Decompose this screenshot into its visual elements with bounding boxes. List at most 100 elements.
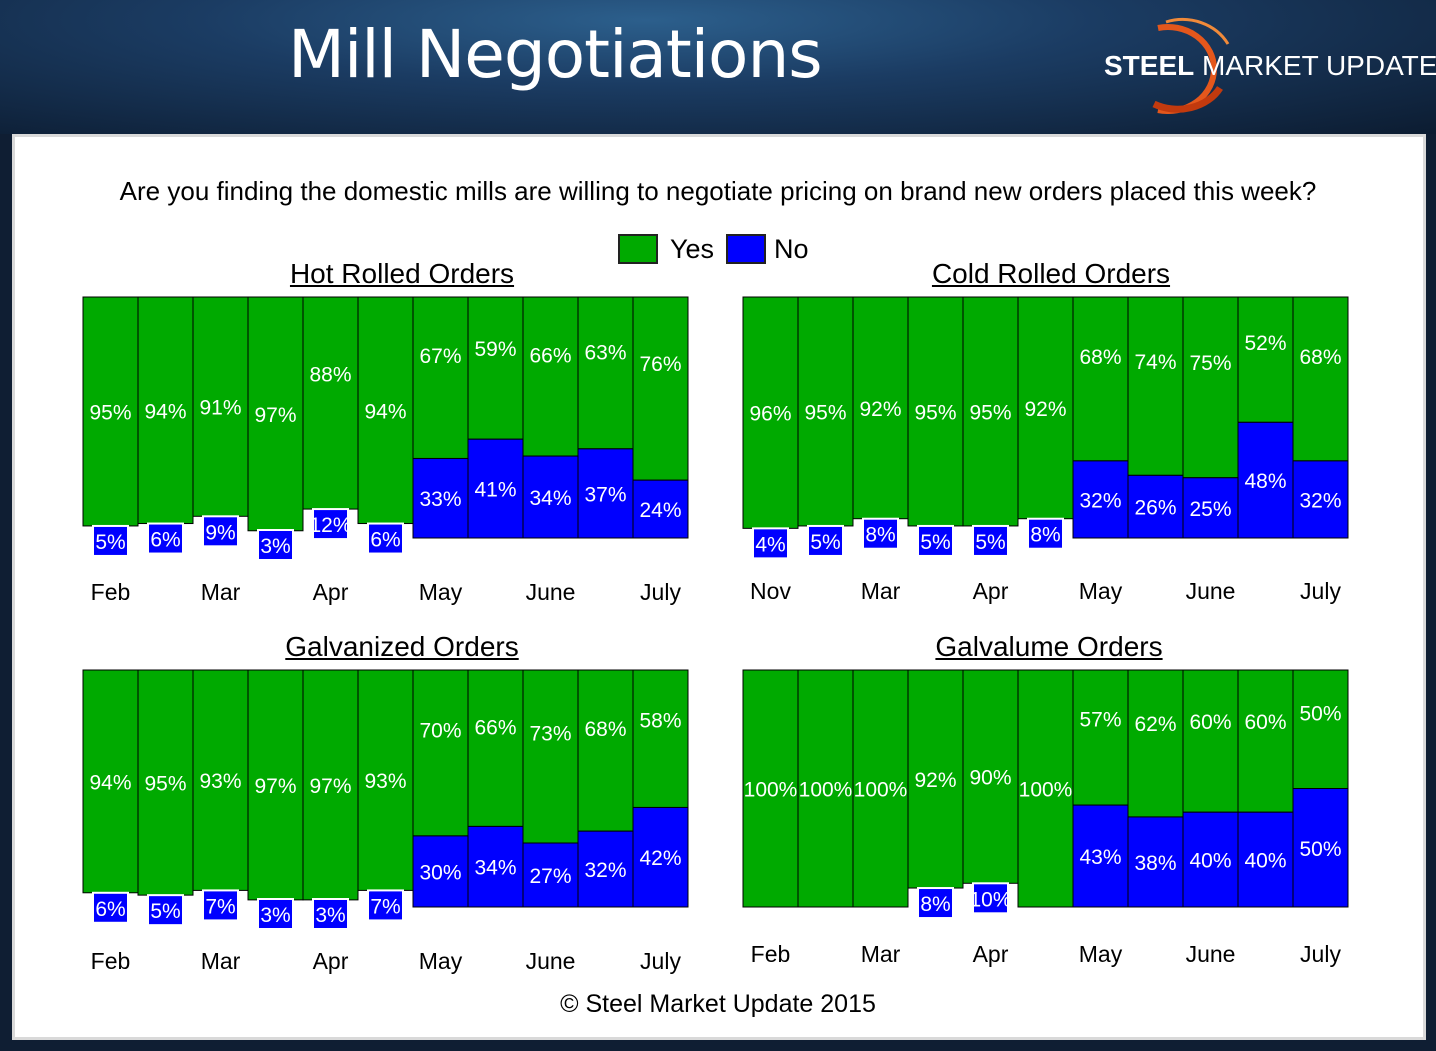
bar-yes: [192, 669, 249, 891]
bar-yes: [1127, 669, 1184, 818]
tick-label: May: [1079, 941, 1123, 967]
data-label-yes: 68%: [1079, 346, 1121, 369]
legend-yes-label: Yes: [670, 234, 715, 264]
data-label-yes: 97%: [254, 404, 296, 427]
bar-no: [92, 891, 129, 924]
tick-label: Apr: [313, 948, 349, 974]
data-label-yes: 63%: [584, 342, 626, 365]
chart-title-hot-rolled: Hot Rolled Orders: [289, 258, 515, 289]
data-label-no: 30%: [419, 861, 461, 884]
bar-no: [1182, 811, 1239, 908]
bar-no: [522, 455, 579, 539]
logo: STEEL MARKET UPDATE: [1096, 14, 1436, 114]
tick-label: Feb: [91, 579, 131, 605]
data-label-no: 4%: [755, 533, 785, 556]
bar-no: [1292, 788, 1349, 908]
data-label-no: 32%: [1079, 489, 1121, 512]
tick-label: Apr: [313, 579, 349, 605]
bar-yes: [962, 669, 1019, 884]
bar-yes: [1182, 296, 1239, 479]
data-label-no: 12%: [309, 514, 351, 537]
bar-no: [972, 524, 1009, 557]
data-label-no: 42%: [639, 847, 681, 870]
data-label-yes: 92%: [1024, 398, 1066, 421]
bar-no: [917, 887, 954, 920]
bar-yes: [1072, 296, 1129, 462]
survey-question: Are you finding the domestic mills are w…: [119, 176, 1317, 206]
data-label-no: 7%: [205, 895, 235, 918]
data-label-no: 8%: [1030, 524, 1060, 547]
bar-no: [1292, 460, 1349, 539]
tick-label: Mar: [201, 948, 241, 974]
data-label-no: 41%: [474, 479, 516, 502]
bar-yes: [742, 669, 799, 908]
data-label-no: 37%: [584, 483, 626, 506]
bar-yes: [577, 669, 634, 832]
bar-yes: [357, 669, 414, 891]
tick-label: Feb: [751, 941, 791, 967]
data-label-yes: 73%: [529, 722, 571, 745]
bar-yes: [1292, 669, 1349, 789]
bar-yes: [357, 296, 414, 525]
data-label-yes: 57%: [1079, 709, 1121, 732]
data-label-no: 10%: [969, 888, 1011, 911]
data-label-yes: 92%: [914, 769, 956, 792]
tick-label: June: [526, 579, 576, 605]
data-label-no: 3%: [260, 535, 290, 558]
data-label-no: 40%: [1189, 850, 1231, 873]
bar-no: [1072, 460, 1129, 539]
logo-swoosh-icon: [1152, 17, 1230, 114]
data-label-yes: 60%: [1189, 711, 1231, 734]
data-label-yes: 58%: [639, 709, 681, 732]
data-label-yes: 95%: [89, 401, 131, 424]
data-label-yes: 94%: [364, 400, 406, 423]
data-label-no: 32%: [1299, 489, 1341, 512]
data-label-no: 34%: [474, 857, 516, 880]
tick-label: May: [1079, 578, 1123, 604]
bar-yes: [577, 296, 634, 450]
data-label-yes: 93%: [364, 770, 406, 793]
bar-yes: [522, 669, 579, 844]
data-label-no: 7%: [370, 895, 400, 918]
bar-yes: [962, 296, 1019, 527]
data-label-no: 43%: [1079, 846, 1121, 869]
data-label-no: 40%: [1244, 850, 1286, 873]
data-label-no: 5%: [95, 531, 125, 554]
data-label-no: 3%: [315, 904, 345, 927]
data-label-yes: 88%: [309, 363, 351, 386]
data-label-yes: 52%: [1244, 332, 1286, 355]
data-label-yes: 100%: [744, 779, 798, 802]
data-label-yes: 74%: [1134, 351, 1176, 374]
data-label-yes: 97%: [309, 775, 351, 798]
chart-title-cold-rolled: Cold Rolled Orders: [931, 258, 1171, 289]
data-label-no: 6%: [150, 529, 180, 552]
chart-galvanized: 6% 94% 5% 95% 7% 93% 3% 97% 3% 97% 7% 93% 30% 70% 34% 6…: [82, 669, 689, 974]
bar-no: [367, 889, 404, 922]
bar-yes: [82, 296, 139, 527]
tick-label: June: [526, 948, 576, 974]
data-label-no: 38%: [1134, 852, 1176, 875]
bar-yes: [1017, 296, 1074, 520]
bar-no: [147, 894, 184, 927]
bar-yes: [247, 296, 304, 532]
tick-label: Mar: [861, 941, 901, 967]
bar-no: [257, 898, 294, 930]
bar-yes: [302, 669, 359, 901]
data-label-yes: 67%: [419, 345, 461, 368]
bar-no: [807, 524, 844, 557]
bar-yes: [1017, 669, 1074, 908]
bar-no: [312, 898, 349, 930]
bar-yes: [1127, 296, 1184, 476]
bar-no: [1027, 517, 1064, 550]
page-title: Mill Negotiations: [288, 16, 823, 93]
bar-yes: [192, 296, 249, 517]
data-label-yes: 50%: [1299, 703, 1341, 726]
bar-no: [412, 835, 469, 908]
tick-label: July: [1300, 578, 1341, 604]
bar-no: [92, 524, 129, 557]
tick-label: May: [419, 948, 463, 974]
data-label-no: 33%: [419, 488, 461, 511]
bar-no: [312, 508, 349, 541]
bar-no: [1237, 811, 1294, 908]
legend-no-label: No: [774, 234, 809, 264]
